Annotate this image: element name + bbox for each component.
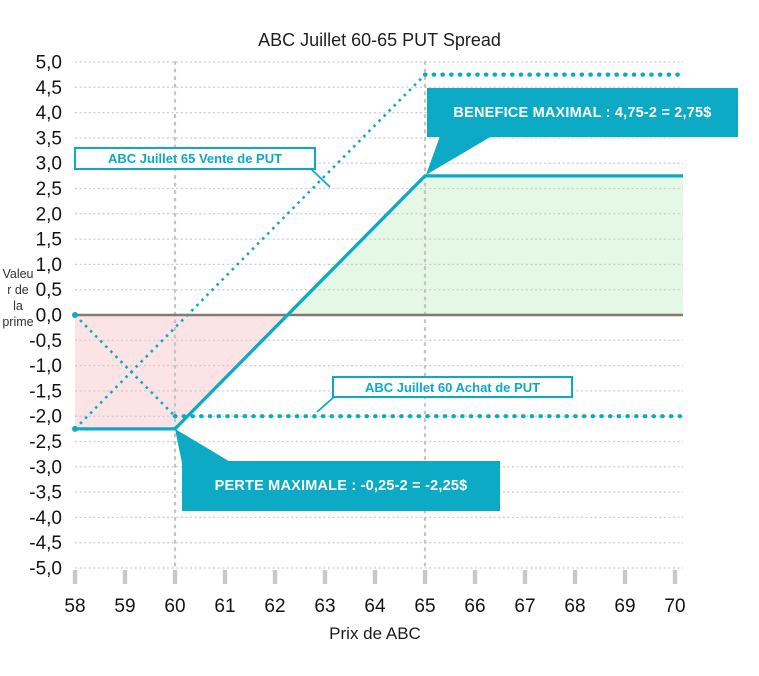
y-tick-label: 0,5 [36,280,62,301]
x-tick-mark [572,570,578,584]
max-profit-callout-tail [426,136,492,175]
x-tick-label: 58 [64,596,85,617]
x-tick-label: 67 [514,596,535,617]
vente-put-leg-label: ABC Juillet 65 Vente de PUT [74,147,316,170]
y-tick-label: 3,5 [36,128,62,149]
x-axis-title: Prix de ABC [329,624,421,643]
achat-label-tail [316,396,335,413]
y-tick-label: -3,0 [29,457,62,478]
x-tick-label: 66 [464,596,485,617]
y-tick-label: -4,0 [29,508,62,529]
y-tick-label: 5,0 [36,53,62,74]
y-tick-label: -5,0 [29,559,62,580]
x-tick-label: 64 [364,596,386,617]
vente-label-tail [310,168,331,188]
y-tick-label: 2,0 [36,204,62,225]
y-tick-label: -2,5 [29,432,62,453]
series-achat60-start-dot [72,312,78,318]
x-tick-label: 69 [614,596,635,617]
x-tick-mark [372,570,378,584]
x-tick-label: 68 [564,596,585,617]
x-tick-mark [422,570,428,584]
x-tick-label: 61 [214,596,235,617]
y-tick-label: -2,0 [29,407,62,428]
x-tick-mark [222,570,228,584]
max-loss-callout-tail [175,428,232,463]
y-tick-label: -4,5 [29,533,62,554]
y-axis-title: Valeur de la prime [1,266,35,330]
y-tick-label: 0,0 [36,306,62,327]
x-tick-mark [522,570,528,584]
y-tick-label: 1,0 [36,255,62,276]
region-profit [287,175,683,315]
region-loss [75,315,288,429]
x-tick-label: 65 [414,596,435,617]
x-tick-mark [72,570,78,584]
x-tick-mark [172,570,178,584]
x-tick-label: 70 [664,596,685,617]
max-loss-callout: PERTE MAXIMALE : -0,25-2 = -2,25$ [182,461,500,511]
y-tick-label: -0,5 [29,331,62,352]
y-tick-label: 2,5 [36,179,62,200]
x-tick-mark [322,570,328,584]
x-tick-mark [122,570,128,584]
series-achat60-segment [74,314,176,418]
y-tick-label: -3,5 [29,483,62,504]
x-tick-mark [272,570,278,584]
y-tick-label: -1,0 [29,356,62,377]
y-tick-label: 4,0 [36,103,62,124]
achat-put-leg-label: ABC Juillet 60 Achat de PUT [332,376,573,398]
y-tick-label: 1,5 [36,230,62,251]
x-tick-mark [472,570,478,584]
series-spread-line [75,174,683,431]
y-tick-label: -1,5 [29,381,62,402]
x-tick-label: 63 [314,596,335,617]
chart-title: ABC Juillet 60-65 PUT Spread [258,30,501,50]
x-tick-label: 59 [114,596,135,617]
x-tick-label: 60 [164,596,185,617]
x-tick-mark [672,570,678,584]
x-tick-mark [622,570,628,584]
max-profit-callout: BENEFICE MAXIMAL : 4,75-2 = 2,75$ [427,88,738,137]
x-tick-label: 62 [264,596,285,617]
y-tick-label: 4,5 [36,78,62,99]
y-tick-label: 3,0 [36,154,62,175]
